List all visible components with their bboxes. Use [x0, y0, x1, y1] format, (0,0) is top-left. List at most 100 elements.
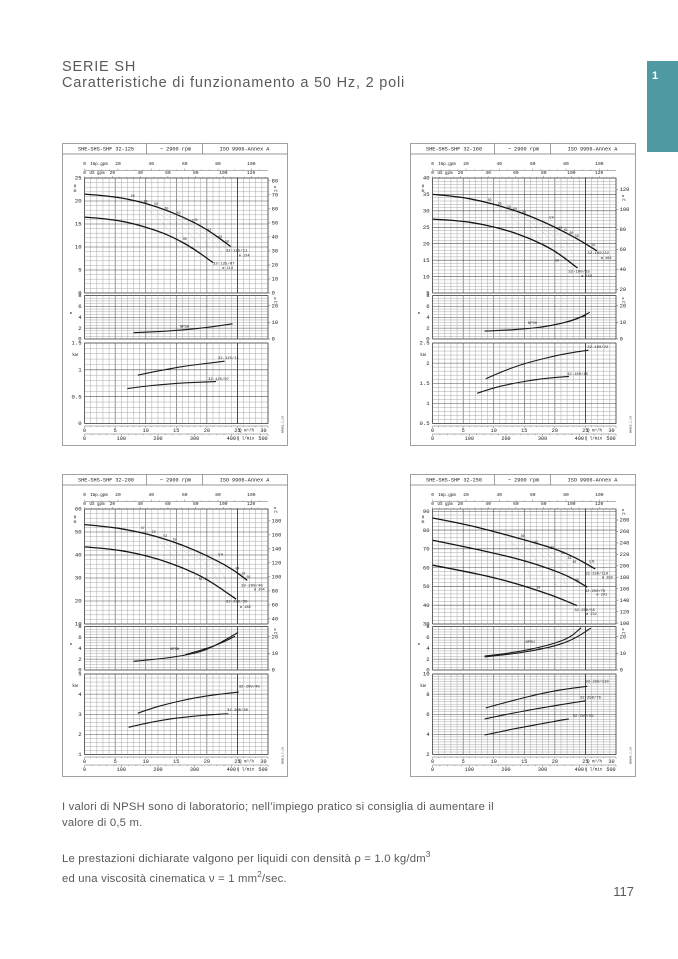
- svg-text:180: 180: [272, 519, 282, 525]
- svg-text:m: m: [274, 298, 276, 302]
- svg-text:32-250/55: 32-250/55: [573, 713, 595, 718]
- svg-text:10: 10: [620, 320, 626, 326]
- svg-text:ISO 9906-Annex A: ISO 9906-Annex A: [220, 478, 271, 484]
- svg-text:20: 20: [75, 198, 82, 205]
- svg-text:80: 80: [215, 492, 221, 498]
- svg-text:60: 60: [530, 161, 536, 167]
- svg-text:180: 180: [620, 575, 630, 581]
- svg-text:kW: kW: [420, 683, 426, 689]
- svg-text:100: 100: [465, 436, 474, 442]
- svg-text:m: m: [274, 186, 276, 190]
- svg-text:200: 200: [620, 564, 630, 570]
- svg-text:10: 10: [272, 320, 278, 326]
- svg-text:60: 60: [272, 207, 278, 213]
- svg-text:80: 80: [215, 161, 221, 167]
- svg-text:0.5: 0.5: [420, 420, 430, 427]
- svg-text:300: 300: [190, 436, 199, 442]
- svg-text:300: 300: [190, 767, 199, 773]
- svg-text:80: 80: [193, 170, 199, 176]
- svg-text:32-200/40: 32-200/40: [239, 685, 261, 690]
- svg-text:38: 38: [536, 586, 540, 590]
- svg-text:40: 40: [149, 492, 155, 498]
- svg-text:60: 60: [513, 170, 519, 176]
- svg-text:5: 5: [462, 759, 465, 765]
- svg-text:35: 35: [423, 191, 430, 198]
- svg-text:43: 43: [568, 556, 572, 560]
- svg-text:m: m: [418, 312, 420, 316]
- svg-text:0: 0: [431, 501, 434, 507]
- svg-text:62: 62: [522, 211, 526, 215]
- svg-text:15: 15: [423, 257, 430, 264]
- svg-text:51.5: 51.5: [199, 577, 207, 581]
- svg-text:H: H: [422, 183, 425, 189]
- svg-text:46: 46: [575, 578, 579, 582]
- svg-text:~ 2900 rpm: ~ 2900 rpm: [508, 478, 539, 484]
- svg-text:0: 0: [431, 428, 434, 434]
- svg-text:50: 50: [246, 575, 250, 579]
- svg-text:2: 2: [426, 360, 429, 367]
- svg-text:ft: ft: [622, 301, 626, 306]
- svg-text:10: 10: [143, 428, 149, 434]
- svg-text:50: 50: [75, 529, 82, 536]
- svg-text:~ 2900 rpm: ~ 2900 rpm: [160, 478, 191, 484]
- svg-text:58: 58: [154, 202, 158, 206]
- svg-text:60: 60: [272, 603, 278, 609]
- svg-text:6: 6: [78, 303, 81, 310]
- svg-text:32-250/75: 32-250/75: [585, 589, 606, 594]
- svg-text:50: 50: [272, 221, 278, 227]
- svg-text:30: 30: [260, 759, 266, 765]
- svg-text:m: m: [74, 520, 77, 525]
- svg-text:32-125/11: 32-125/11: [218, 356, 240, 361]
- svg-text:40: 40: [272, 617, 278, 623]
- svg-text:m: m: [622, 629, 624, 633]
- svg-text:80: 80: [620, 227, 626, 233]
- svg-text:2: 2: [426, 751, 429, 758]
- svg-text:0.5: 0.5: [72, 393, 82, 400]
- svg-text:32-160/15: 32-160/15: [567, 372, 589, 377]
- svg-text:8: 8: [426, 691, 429, 698]
- svg-text:20: 20: [110, 170, 116, 176]
- svg-text:15: 15: [173, 759, 179, 765]
- svg-text:10: 10: [272, 277, 278, 283]
- svg-text:15: 15: [521, 759, 527, 765]
- svg-text:32-250/55: 32-250/55: [574, 608, 595, 613]
- svg-text:US gpm: US gpm: [437, 503, 453, 507]
- svg-text:SHE-SHS-SHF 32-125: SHE-SHS-SHF 32-125: [78, 147, 134, 153]
- svg-text:120: 120: [620, 187, 630, 193]
- svg-text:20: 20: [272, 304, 278, 310]
- svg-text:58: 58: [507, 205, 511, 209]
- svg-text:20: 20: [423, 240, 430, 247]
- svg-text:0: 0: [431, 170, 434, 176]
- svg-text:60: 60: [182, 492, 188, 498]
- svg-text:60: 60: [423, 564, 430, 571]
- svg-text:0: 0: [272, 337, 275, 343]
- svg-text:1: 1: [78, 367, 82, 374]
- svg-text:10: 10: [423, 273, 430, 280]
- svg-text:NPSH: NPSH: [528, 322, 537, 326]
- svg-text:m: m: [418, 643, 420, 647]
- svg-text:US gpm: US gpm: [89, 503, 105, 507]
- svg-text:200: 200: [153, 767, 162, 773]
- svg-text:50: 50: [131, 194, 135, 198]
- svg-text:25: 25: [582, 428, 588, 434]
- svg-text:100: 100: [567, 501, 576, 507]
- svg-text:5: 5: [114, 759, 117, 765]
- svg-text:70: 70: [272, 193, 278, 199]
- svg-text:100: 100: [595, 161, 604, 167]
- svg-text:Q m³/h: Q m³/h: [239, 428, 255, 434]
- svg-text:70: 70: [423, 546, 430, 553]
- svg-text:Q l/min: Q l/min: [585, 437, 603, 442]
- svg-text:45: 45: [561, 551, 565, 555]
- svg-text:100: 100: [595, 492, 604, 498]
- svg-text:100: 100: [247, 492, 256, 498]
- svg-text:BA801_C_CH: BA801_C_CH: [282, 416, 285, 433]
- svg-text:100: 100: [219, 170, 228, 176]
- svg-text:30: 30: [608, 428, 614, 434]
- svg-text:32-200/30: 32-200/30: [227, 708, 249, 713]
- svg-text:8: 8: [426, 623, 429, 630]
- svg-text:ISO 9906-Annex A: ISO 9906-Annex A: [220, 147, 271, 153]
- svg-text:4: 4: [78, 314, 82, 321]
- svg-text:30: 30: [423, 208, 430, 215]
- svg-text:Q l/min: Q l/min: [237, 768, 255, 773]
- svg-text:220: 220: [620, 552, 630, 558]
